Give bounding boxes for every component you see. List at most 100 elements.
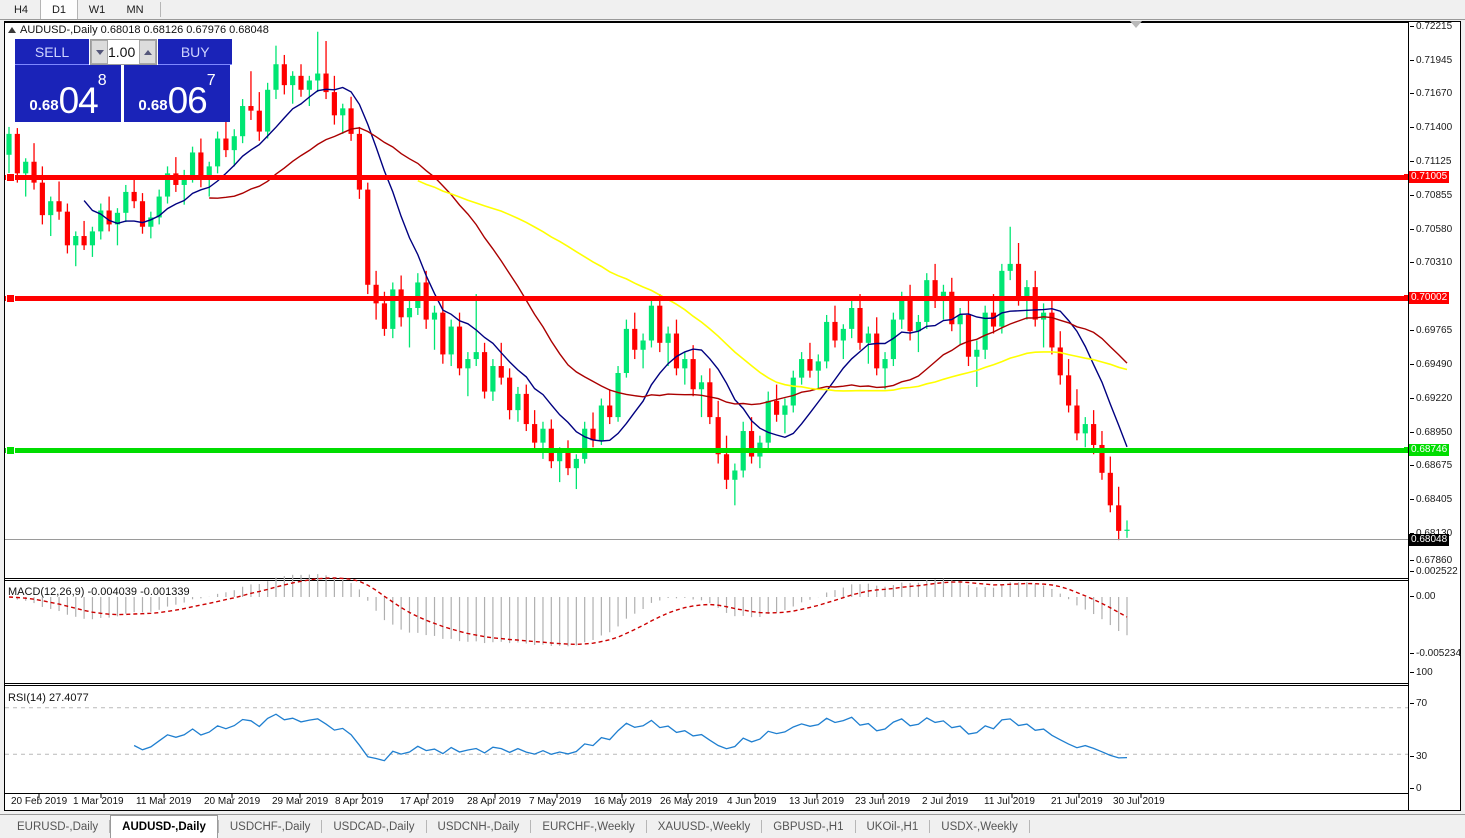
level-price-label-resistance-round: 0.70002	[1409, 292, 1450, 304]
tab-divider	[530, 820, 532, 833]
symbol-tab-ukoil[interactable]: UKOil-,H1	[855, 815, 930, 838]
chevron-down-icon	[95, 49, 104, 55]
date-label: 4 Jun 2019	[727, 796, 777, 807]
price-tick: 0.71670	[1410, 88, 1452, 99]
timeframe-toolbar: H4 D1 W1 MN	[0, 0, 1465, 20]
date-label: 8 Apr 2019	[335, 796, 384, 807]
macd-tick: 0.002522	[1410, 566, 1458, 577]
symbol-tab-eurusd[interactable]: EURUSD-,Daily	[6, 815, 110, 838]
symbol-tab-usdchf[interactable]: USDCHF-,Daily	[218, 815, 322, 838]
symbol-tab-eurchf[interactable]: EURCHF-,Weekly	[531, 815, 646, 838]
price-tick: 0.69220	[1410, 393, 1452, 404]
rsi-tick: 70	[1410, 698, 1427, 709]
level-right-handle[interactable]	[1404, 295, 1410, 301]
symbol-tab-bar: EURUSD-,Daily AUDUSD-,Daily USDCHF-,Daily U…	[0, 814, 1465, 838]
date-label: 7 May 2019	[529, 796, 582, 807]
symbol-tabs: EURUSD-,Daily AUDUSD-,Daily USDCHF-,Daily U…	[6, 815, 1030, 838]
date-label: 2 Jul 2019	[922, 796, 969, 807]
price-tick: 0.70310	[1410, 257, 1452, 268]
candlestick-series	[6, 31, 1130, 541]
price-tick: 0.72215	[1410, 21, 1452, 32]
level-right-handle[interactable]	[1404, 174, 1410, 180]
chart-area[interactable]: AUDUSD-,Daily 0.68018 0.68126 0.67976 0.…	[4, 21, 1461, 811]
volume-stepper[interactable]: 1.00	[90, 39, 158, 65]
symbol-tab-usdx[interactable]: USDX-,Weekly	[930, 815, 1029, 838]
tab-divider	[761, 820, 763, 833]
sell-price-main: 04	[58, 80, 99, 122]
date-label: 20 Feb 2019	[11, 796, 68, 807]
level-price-label-resistance-upper: 0.71005	[1409, 171, 1450, 183]
level-anchor-handle[interactable]	[6, 173, 15, 182]
timeframe-h4[interactable]: H4	[2, 0, 40, 19]
tab-divider	[321, 820, 323, 833]
price-scale[interactable]: 0.72215 0.71945 0.71670 0.71400 0.71125 0.708…	[1408, 21, 1461, 810]
triangle-down-icon	[1130, 21, 1142, 28]
macd-signal-line	[8, 577, 1128, 646]
price-tick: 0.68950	[1410, 427, 1452, 438]
date-label: 30 Jul 2019	[1113, 796, 1165, 807]
sell-price-button[interactable]: 0.68 04 8	[15, 65, 121, 122]
volume-input[interactable]: 1.00	[108, 40, 140, 64]
price-tick: 0.71125	[1410, 156, 1451, 167]
price-tick: 0.71945	[1410, 55, 1452, 66]
current-price-label: 0.68048	[1409, 534, 1450, 546]
trade-panel-top-row: SELL 1.00 BUY	[15, 39, 233, 65]
sell-price-prefix: 0.68	[29, 97, 59, 114]
rsi-tick: 0	[1410, 783, 1422, 794]
price-tick: 0.67860	[1410, 555, 1452, 566]
price-tick: 0.71400	[1410, 122, 1452, 133]
level-line-resistance-upper[interactable]	[5, 173, 1408, 182]
chevron-up-icon	[143, 49, 152, 55]
level-right-handle[interactable]	[1404, 447, 1410, 453]
date-label: 16 May 2019	[594, 796, 652, 807]
tab-divider	[1028, 820, 1030, 833]
rsi-line	[133, 713, 1128, 762]
tab-divider	[645, 820, 647, 833]
timeframe-d1[interactable]: D1	[40, 0, 78, 19]
sell-button[interactable]: SELL	[15, 39, 89, 65]
volume-increase-button[interactable]	[139, 40, 157, 64]
price-tick: 0.68405	[1410, 494, 1452, 505]
tab-divider	[929, 820, 931, 833]
date-label: 23 Jun 2019	[855, 796, 911, 807]
trade-panel-prices: 0.68 04 8 0.68 06 7	[15, 65, 230, 122]
date-label: 20 Mar 2019	[204, 796, 261, 807]
buy-price-button[interactable]: 0.68 06 7	[124, 65, 230, 122]
tab-divider	[109, 820, 111, 833]
sell-price-fraction: 8	[97, 72, 107, 89]
date-label: 11 Mar 2019	[136, 796, 192, 807]
chart-canvas[interactable]	[5, 22, 1460, 810]
date-label: 17 Apr 2019	[400, 796, 454, 807]
date-label: 29 Mar 2019	[272, 796, 329, 807]
symbol-tab-usdcnh[interactable]: USDCNH-,Daily	[426, 815, 531, 838]
tab-divider	[217, 820, 219, 833]
timeframe-mn[interactable]: MN	[116, 0, 154, 19]
date-label: 26 May 2019	[660, 796, 718, 807]
timeframe-w1[interactable]: W1	[78, 0, 116, 19]
symbol-tab-usdcad[interactable]: USDCAD-,Daily	[322, 815, 426, 838]
chart-header-text: AUDUSD-,Daily 0.68018 0.68126 0.67976 0.…	[20, 24, 269, 36]
rsi-title: RSI(14) 27.4077	[8, 692, 89, 704]
price-tick: 0.70855	[1410, 190, 1452, 201]
symbol-tab-gbpusd[interactable]: GBPUSD-,H1	[762, 815, 855, 838]
level-anchor-handle[interactable]	[6, 294, 15, 303]
symbol-tab-audusd[interactable]: AUDUSD-,Daily	[110, 815, 218, 838]
current-price-line	[5, 539, 1408, 540]
toolbar-divider	[160, 2, 161, 17]
buy-button[interactable]: BUY	[158, 39, 233, 65]
chart-header: AUDUSD-,Daily 0.68018 0.68126 0.67976 0.…	[8, 24, 269, 36]
level-line-resistance-round[interactable]	[5, 294, 1408, 303]
macd-tick: -0.005234	[1410, 648, 1461, 659]
volume-decrease-button[interactable]	[91, 40, 108, 64]
date-label: 11 Jul 2019	[984, 796, 1035, 807]
price-tick: 0.68675	[1410, 460, 1452, 471]
tab-divider	[854, 820, 856, 833]
one-click-trading-panel[interactable]: SELL 1.00 BUY 0.68 04 8	[15, 39, 233, 122]
symbol-tab-xauusd[interactable]: XAUUSD-,Weekly	[646, 815, 762, 838]
level-line-support-lower[interactable]	[5, 446, 1408, 455]
triangle-up-icon[interactable]	[8, 27, 16, 34]
tab-divider	[425, 820, 427, 833]
level-anchor-handle[interactable]	[6, 446, 15, 455]
date-label: 13 Jun 2019	[789, 796, 845, 807]
